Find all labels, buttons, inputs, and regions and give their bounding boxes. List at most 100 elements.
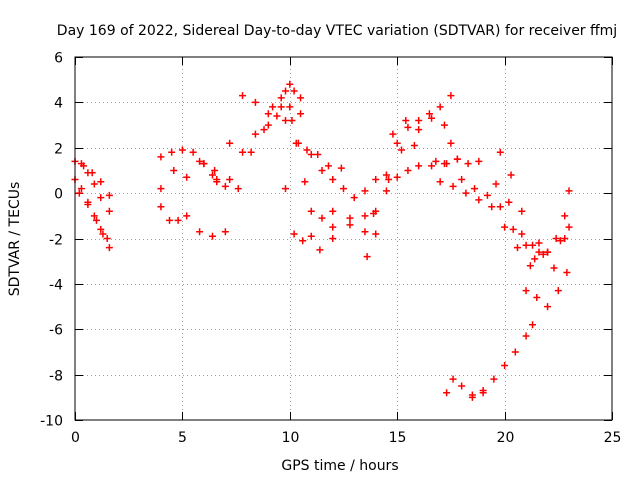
data-point [90, 180, 98, 188]
data-point [509, 225, 517, 233]
data-series-arc-13 [297, 110, 380, 202]
data-point [226, 139, 234, 147]
data-point [196, 228, 204, 236]
data-point [428, 114, 436, 122]
data-point [221, 182, 229, 190]
data-point [337, 164, 345, 172]
data-point [361, 212, 369, 220]
data-point [443, 389, 451, 397]
data-series-arc-21 [436, 178, 534, 270]
data-point [303, 146, 311, 154]
data-point [292, 139, 300, 147]
data-series-arc-7 [157, 203, 191, 224]
data-point [200, 160, 208, 168]
data-series-arc-27 [468, 389, 487, 401]
data-point [208, 171, 216, 179]
data-point [282, 117, 290, 125]
x-tick-label: 15 [389, 430, 407, 446]
data-point [99, 230, 107, 238]
x-axis-label: GPS time / hours [281, 458, 398, 474]
data-point [561, 212, 569, 220]
data-point [529, 321, 537, 329]
data-point [361, 187, 369, 195]
data-point [103, 235, 111, 242]
data-point [397, 146, 405, 154]
data-point [346, 221, 354, 229]
y-tick-label: -4 [49, 278, 63, 294]
data-point [189, 148, 197, 156]
data-point [157, 153, 165, 161]
data-point [544, 248, 552, 256]
data-point [501, 223, 509, 231]
data-point [247, 148, 255, 156]
data-point [286, 103, 294, 111]
data-point [260, 126, 268, 134]
data-point [440, 121, 448, 129]
data-point [462, 189, 470, 197]
data-point [299, 237, 307, 245]
data-point [529, 241, 537, 249]
data-point [526, 262, 534, 270]
data-point [556, 237, 564, 245]
data-point [90, 212, 98, 220]
data-point [208, 232, 216, 240]
data-point [213, 176, 221, 184]
data-point [479, 389, 487, 397]
x-tick-label: 25 [604, 430, 622, 446]
data-point [251, 98, 259, 106]
data-point [535, 248, 543, 256]
data-series-arc-3 [75, 189, 113, 252]
data-point [97, 194, 105, 202]
data-point [75, 189, 83, 197]
data-point [415, 117, 423, 125]
data-point [464, 160, 472, 168]
data-point [84, 200, 92, 208]
data-point [183, 173, 191, 181]
data-point [318, 166, 326, 174]
data-point [385, 176, 393, 184]
data-series-arc-6 [157, 157, 229, 193]
data-point [221, 228, 229, 236]
data-point [518, 207, 526, 215]
data-point [531, 255, 539, 263]
axis-ticks: 0 5 10 15 20 25 -10 -8 -6 -4 -2 0 2 4 6 [40, 51, 621, 447]
x-tick-label: 5 [178, 430, 187, 446]
data-point [307, 232, 315, 240]
data-point [505, 198, 513, 206]
data-point [183, 212, 191, 220]
grid-lines [75, 57, 612, 420]
data-point [458, 176, 466, 184]
data-point [168, 148, 176, 156]
data-point [488, 203, 496, 211]
data-point [329, 235, 337, 242]
data-series-arc-16 [363, 92, 455, 261]
data-point [513, 244, 521, 252]
data-series-arc-15 [329, 141, 418, 231]
data-point [511, 348, 519, 356]
data-series-arc-10 [196, 103, 294, 240]
data-point [318, 214, 326, 222]
data-point [239, 148, 247, 156]
data-point [297, 110, 305, 118]
data-series-arc-1 [71, 157, 113, 215]
data-point [234, 185, 242, 193]
y-tick-label: -2 [49, 233, 63, 249]
data-point [370, 210, 378, 218]
data-point [316, 246, 324, 254]
data-point [443, 160, 451, 168]
data-point [554, 287, 562, 295]
data-point [436, 178, 444, 186]
data-point [264, 121, 272, 129]
y-axis-label: SDTVAR / TECUs [7, 182, 23, 297]
data-point [436, 103, 444, 111]
data-point [404, 166, 412, 174]
data-point [97, 178, 105, 186]
data-series-arc-2 [71, 176, 111, 242]
data-point [453, 155, 461, 163]
data-point [372, 176, 380, 184]
data-point [329, 207, 337, 215]
data-point [415, 162, 423, 170]
data-point [501, 362, 509, 370]
data-series-arc-19 [432, 155, 483, 168]
